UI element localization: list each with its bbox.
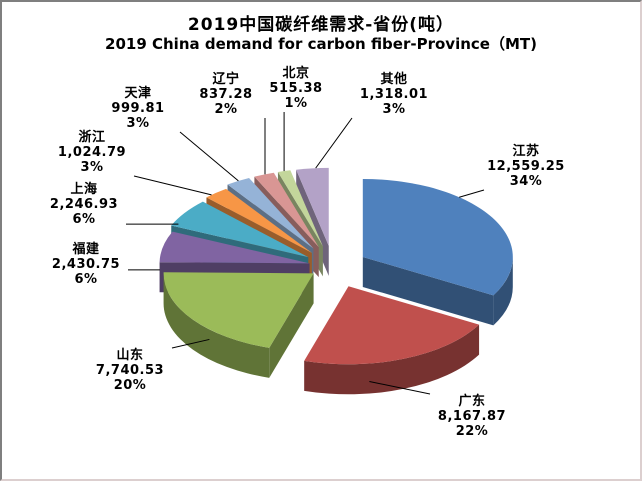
slice-label-pct: 6% [74, 272, 98, 287]
label-leader-line [459, 189, 485, 198]
slice-label-value: 1,024.79 [57, 145, 127, 160]
slice-label-name: 其他 [380, 72, 408, 87]
chart-title-zh: 2019中国碳纤维需求-省份(吨） [187, 15, 455, 35]
slice-label-4: 上海 2,246.93 6% [42, 182, 126, 227]
slice-label-name: 山东 [116, 348, 144, 363]
slice-label-1: 广东 8,167.87 22% [430, 394, 514, 439]
slice-label-pct: 3% [126, 116, 150, 131]
pie-slice-cut-face [362, 256, 494, 326]
slice-label-value: 515.38 [269, 81, 323, 96]
pie-slice-top [171, 201, 309, 258]
pie-slice-top [304, 286, 480, 365]
label-leader-line [369, 381, 431, 395]
slice-label-name: 天津 [124, 86, 152, 101]
slice-label-value: 2,246.93 [49, 197, 119, 212]
slice-label-2: 山东 7,740.53 20% [88, 348, 172, 393]
slice-label-9: 其他 1,318.01 3% [352, 72, 436, 117]
slice-label-0: 江苏 12,559.25 34% [484, 144, 568, 189]
slice-label-pct: 34% [509, 174, 543, 189]
slice-label-name: 福建 [72, 242, 100, 257]
slice-label-value: 1,318.01 [359, 87, 429, 102]
slice-label-name: 北京 [282, 66, 310, 81]
slice-label-6: 天津 999.81 3% [96, 86, 180, 131]
pie-slice-top [362, 178, 513, 296]
pie-slice-wall [304, 324, 480, 395]
slice-label-3: 福建 2,430.75 6% [44, 242, 128, 287]
label-leader-line [171, 338, 210, 349]
slice-label-pct: 20% [113, 378, 147, 393]
label-leader-line [315, 117, 353, 169]
slice-label-pct: 3% [382, 102, 406, 117]
pie-slice-wall [163, 273, 270, 378]
slice-label-pct: 6% [72, 212, 96, 227]
slice-label-pct: 22% [455, 424, 489, 439]
slice-label-value: 12,559.25 [487, 159, 565, 174]
slice-label-name: 辽宁 [212, 72, 240, 87]
slice-label-pct: 3% [80, 160, 104, 175]
pie-slice-0 [362, 178, 513, 326]
label-leader-line [133, 175, 212, 196]
pie-slice-wall [493, 256, 513, 326]
pie-slice-top [206, 188, 312, 253]
label-leader-line [179, 131, 239, 182]
slice-label-name: 浙江 [78, 130, 106, 145]
slice-label-name: 广东 [458, 394, 486, 409]
pie-slice-2 [163, 272, 314, 378]
slice-label-pct: 1% [284, 96, 308, 111]
pie-slice-top [163, 272, 314, 348]
pie-slice-top [254, 172, 319, 248]
pie-slice-top [227, 178, 314, 249]
slice-label-pct: 2% [214, 102, 238, 117]
slice-label-value: 2,430.75 [51, 257, 121, 272]
slice-label-value: 8,167.87 [437, 409, 507, 424]
slice-label-value: 999.81 [111, 101, 165, 116]
slice-label-value: 837.28 [199, 87, 253, 102]
slice-label-value: 7,740.53 [95, 363, 165, 378]
slice-label-name: 江苏 [512, 144, 540, 159]
slice-label-7: 辽宁 837.28 2% [184, 72, 268, 117]
pie-slice-1 [304, 286, 480, 395]
slice-label-8: 北京 515.38 1% [254, 66, 338, 111]
slice-label-5: 浙江 1,024.79 3% [50, 130, 134, 175]
pie-slice-top [277, 170, 323, 247]
chart-title-en: 2019 China demand for carbon fiber-Provi… [105, 35, 537, 53]
pie-slice-top [296, 167, 329, 246]
pie-slice-cut-face [269, 273, 314, 378]
slice-label-name: 上海 [70, 182, 98, 197]
pie-slice-top [159, 231, 310, 264]
